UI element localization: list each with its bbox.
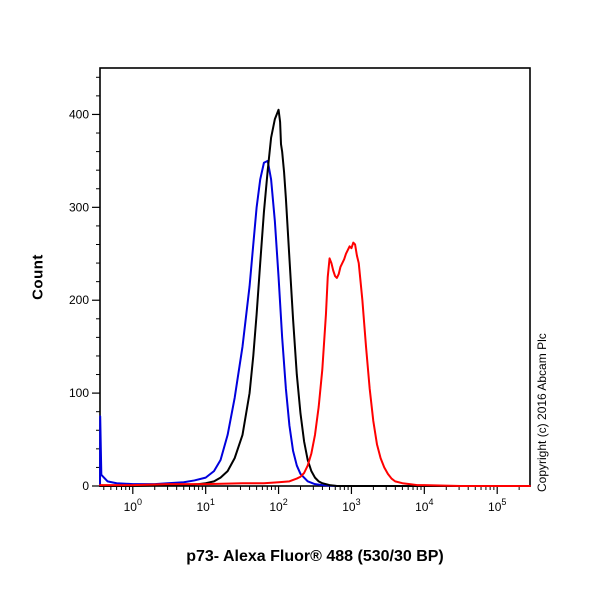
x-tick-label: 103	[342, 497, 360, 514]
x-tick-label: 105	[488, 497, 506, 514]
copyright-text: Copyright (c) 2016 Abcam Plc	[535, 333, 549, 492]
red-curve	[99, 241, 531, 487]
x-tick-label: 102	[269, 497, 287, 514]
x-tick-label: 101	[196, 497, 214, 514]
black-curve	[99, 108, 531, 487]
x-tick-label: 100	[124, 497, 142, 514]
y-tick-label: 400	[69, 107, 89, 121]
y-tick-label: 200	[69, 293, 89, 307]
y-axis-label: Count	[29, 254, 47, 300]
chart-title: p73- Alexa Fluor® 488 (530/30 BP)	[186, 548, 444, 565]
x-tick-label: 104	[415, 497, 433, 514]
plot-frame	[99, 67, 531, 487]
y-tick-label: 0	[82, 479, 89, 493]
y-tick-label: 100	[69, 386, 89, 400]
y-tick-label: 300	[69, 200, 89, 214]
